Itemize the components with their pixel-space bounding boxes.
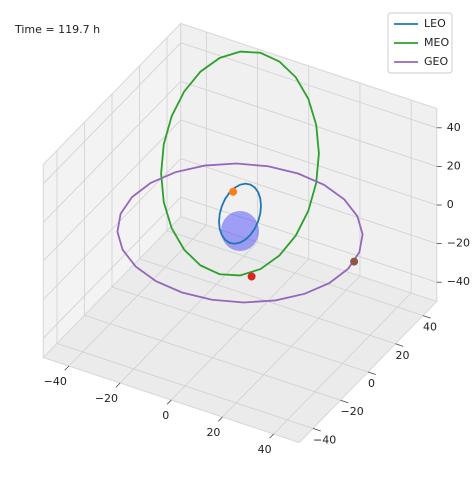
x-tick-mark <box>64 365 70 371</box>
y-tick-mark <box>367 371 376 375</box>
y-tick-label: 20 <box>396 349 410 362</box>
z-tick-label: −40 <box>447 275 470 288</box>
y-tick-label: −40 <box>313 433 336 446</box>
x-tick-mark <box>269 433 274 439</box>
grid-line <box>42 81 182 223</box>
z-tick-label: 0 <box>447 198 454 211</box>
grid-line <box>56 343 314 429</box>
x-tick-mark <box>115 382 121 388</box>
legend-label: MEO <box>424 36 449 49</box>
grid-line <box>180 196 437 283</box>
orbit-line <box>160 50 320 277</box>
grid-line <box>180 158 437 244</box>
z-tick-label: −20 <box>447 237 470 250</box>
y-tick-label: 40 <box>423 321 437 334</box>
grid-line <box>42 42 182 185</box>
x-tick-mark <box>166 399 172 405</box>
time-annotation: Time = 119.7 h <box>14 23 100 36</box>
orbit-line <box>116 162 364 304</box>
y-tick-mark <box>395 343 404 347</box>
z-tick-label: 20 <box>447 159 461 172</box>
x-tick-label: 0 <box>162 409 169 422</box>
grid-line <box>180 119 437 206</box>
satellite-marker <box>350 257 359 266</box>
satellite-marker <box>229 187 238 196</box>
satellite-marker <box>247 272 256 281</box>
plot-area <box>116 50 364 304</box>
y-tick-label: 0 <box>368 377 375 390</box>
grid-line <box>180 81 437 167</box>
grid-line <box>166 230 424 316</box>
grid-line <box>42 158 182 300</box>
y-tick-mark <box>422 315 431 319</box>
legend-label: LEO <box>424 17 446 30</box>
x-tick-label: 40 <box>258 443 272 456</box>
x-tick-label: 20 <box>206 426 220 439</box>
legend-box <box>387 12 453 74</box>
y-tick-mark <box>340 399 349 404</box>
x-tick-mark <box>218 416 223 422</box>
y-tick-mark <box>312 428 321 432</box>
legend-label: GEO <box>424 55 448 68</box>
x-tick-label: −20 <box>95 392 118 405</box>
y-tick-label: −20 <box>341 405 364 418</box>
grid-line <box>111 286 369 373</box>
grid-line <box>42 196 182 339</box>
grid-line <box>84 314 341 401</box>
grid-line <box>42 119 182 262</box>
earth-sphere <box>221 211 259 251</box>
legend: LEO MEO GEO <box>387 12 453 74</box>
z-tick-label: 40 <box>447 121 461 134</box>
x-tick-label: −40 <box>44 375 67 388</box>
orbit-line <box>218 182 262 245</box>
